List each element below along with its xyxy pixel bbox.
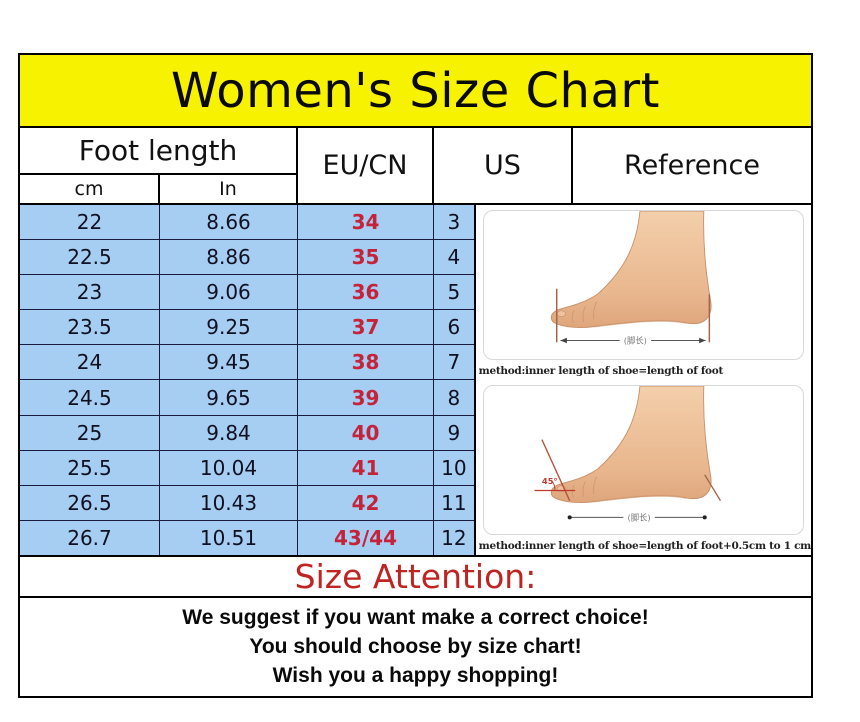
table-row: 25.5 10.04 41 10: [20, 450, 474, 486]
cell-us: 3: [447, 210, 461, 235]
cell-eu: 41: [298, 450, 434, 485]
foot-measure-image-45deg: 45° (脚长): [482, 385, 804, 535]
cell-in: 10.51: [160, 520, 298, 555]
cell-in: 9.06: [160, 275, 298, 310]
cell-us: 8: [447, 385, 461, 410]
cell-us: 10: [441, 455, 467, 480]
page-title: Women's Size Chart: [171, 62, 660, 119]
cell-cm: 26.7: [20, 520, 160, 555]
cell-cm: 26.5: [20, 485, 160, 520]
cell-us: 9: [447, 420, 461, 445]
reference-caption-1: method:inner length of shoe=length of fo…: [478, 364, 724, 377]
cell-us: 12: [441, 525, 467, 550]
cell-in: 10.43: [160, 485, 298, 520]
cell-in: 9.45: [160, 345, 298, 380]
cell-cm: 23: [20, 275, 160, 310]
reference-item-1: (脚长) method:inner length of shoe=length …: [476, 205, 811, 380]
table-header: Foot length cm In EU/CN US Reference: [20, 128, 811, 203]
note-line-1: We suggest if you want make a correct ch…: [182, 606, 649, 629]
table-row: 26.5 10.43 42 11: [20, 485, 474, 521]
table-row: 22 8.66 34 3: [20, 205, 474, 241]
size-data-grid: 22 8.66 34 3 22.5 8.86 35 4 23 9.06 36 5…: [20, 205, 476, 555]
cell-cm: 23.5: [20, 310, 160, 345]
cell-in: 10.04: [160, 450, 298, 485]
foot-length-label: (脚长): [627, 513, 650, 523]
cell-cm: 22.5: [20, 240, 160, 275]
cell-cm: 24: [20, 345, 160, 380]
header-reference: Reference: [624, 150, 760, 181]
notes-section: We suggest if you want make a correct ch…: [20, 598, 811, 696]
foot-shape: [550, 211, 712, 328]
cell-in: 8.86: [160, 240, 298, 275]
header-foot-length: Foot length: [20, 128, 296, 175]
table-row: 23.5 9.25 37 6: [20, 310, 474, 346]
angle-45-label: 45°: [542, 476, 558, 486]
header-in: In: [219, 178, 237, 200]
cell-cm: 25.5: [20, 450, 160, 485]
foot-length-label: (脚长): [623, 336, 646, 346]
cell-eu: 39: [298, 380, 434, 415]
header-units-row: cm In: [20, 175, 296, 203]
cell-eu: 42: [298, 485, 434, 520]
cell-eu: 38: [298, 345, 434, 380]
table-row: 22.5 8.86 35 4: [20, 240, 474, 276]
reference-column: (脚长) method:inner length of shoe=length …: [475, 205, 811, 555]
heel-angle-line: [703, 474, 721, 502]
header-us: US: [434, 128, 573, 203]
size-chart-sheet: Women's Size Chart Foot length cm In EU/…: [18, 53, 813, 698]
cell-eu: 40: [298, 415, 434, 450]
cell-eu: 35: [298, 240, 434, 275]
reference-item-2: 45° (脚长) method:inner length of shoe=len…: [476, 380, 811, 555]
header-eu-cn: EU/CN: [298, 128, 434, 203]
cell-cm: 25: [20, 415, 160, 450]
cell-eu: 43/44: [298, 520, 434, 555]
cell-us: 5: [447, 280, 461, 305]
cell-eu: 37: [298, 310, 434, 345]
cell-in: 9.84: [160, 415, 298, 450]
table-row: 24.5 9.65 39 8: [20, 380, 474, 416]
header-foot-length-group: Foot length cm In: [20, 128, 298, 203]
cell-us: 7: [447, 350, 461, 375]
cell-us: 11: [441, 490, 467, 515]
cell-eu: 34: [298, 205, 434, 240]
foot-side-view-graphic: (脚长): [550, 211, 712, 346]
foot-shape: [550, 386, 712, 503]
size-attention-heading: Size Attention:: [294, 557, 537, 596]
cell-us: 4: [447, 245, 461, 270]
cell-eu: 36: [298, 275, 434, 310]
cell-in: 8.66: [160, 205, 298, 240]
cell-in: 9.65: [160, 380, 298, 415]
table-row: 25 9.84 40 9: [20, 415, 474, 451]
chart-title-row: Women's Size Chart: [20, 55, 811, 128]
table-row: 26.7 10.51 43/44 12: [20, 520, 474, 555]
table-row: 23 9.06 36 5: [20, 275, 474, 311]
cell-cm: 22: [20, 205, 160, 240]
size-attention-row: Size Attention:: [20, 557, 811, 598]
table-row: 24 9.45 38 7: [20, 345, 474, 381]
foot-side-view-graphic-45deg: 45° (脚长): [534, 386, 721, 523]
cell-cm: 24.5: [20, 380, 160, 415]
note-line-3: Wish you a happy shopping!: [272, 664, 559, 687]
table-body: 22 8.66 34 3 22.5 8.86 35 4 23 9.06 36 5…: [20, 203, 811, 557]
note-line-2: You should choose by size chart!: [249, 635, 582, 658]
header-cm: cm: [20, 175, 160, 203]
cell-in: 9.25: [160, 310, 298, 345]
foot-measure-image: (脚长): [482, 210, 804, 360]
cell-us: 6: [447, 315, 461, 340]
reference-caption-2: method:inner length of shoe=length of fo…: [478, 539, 811, 552]
